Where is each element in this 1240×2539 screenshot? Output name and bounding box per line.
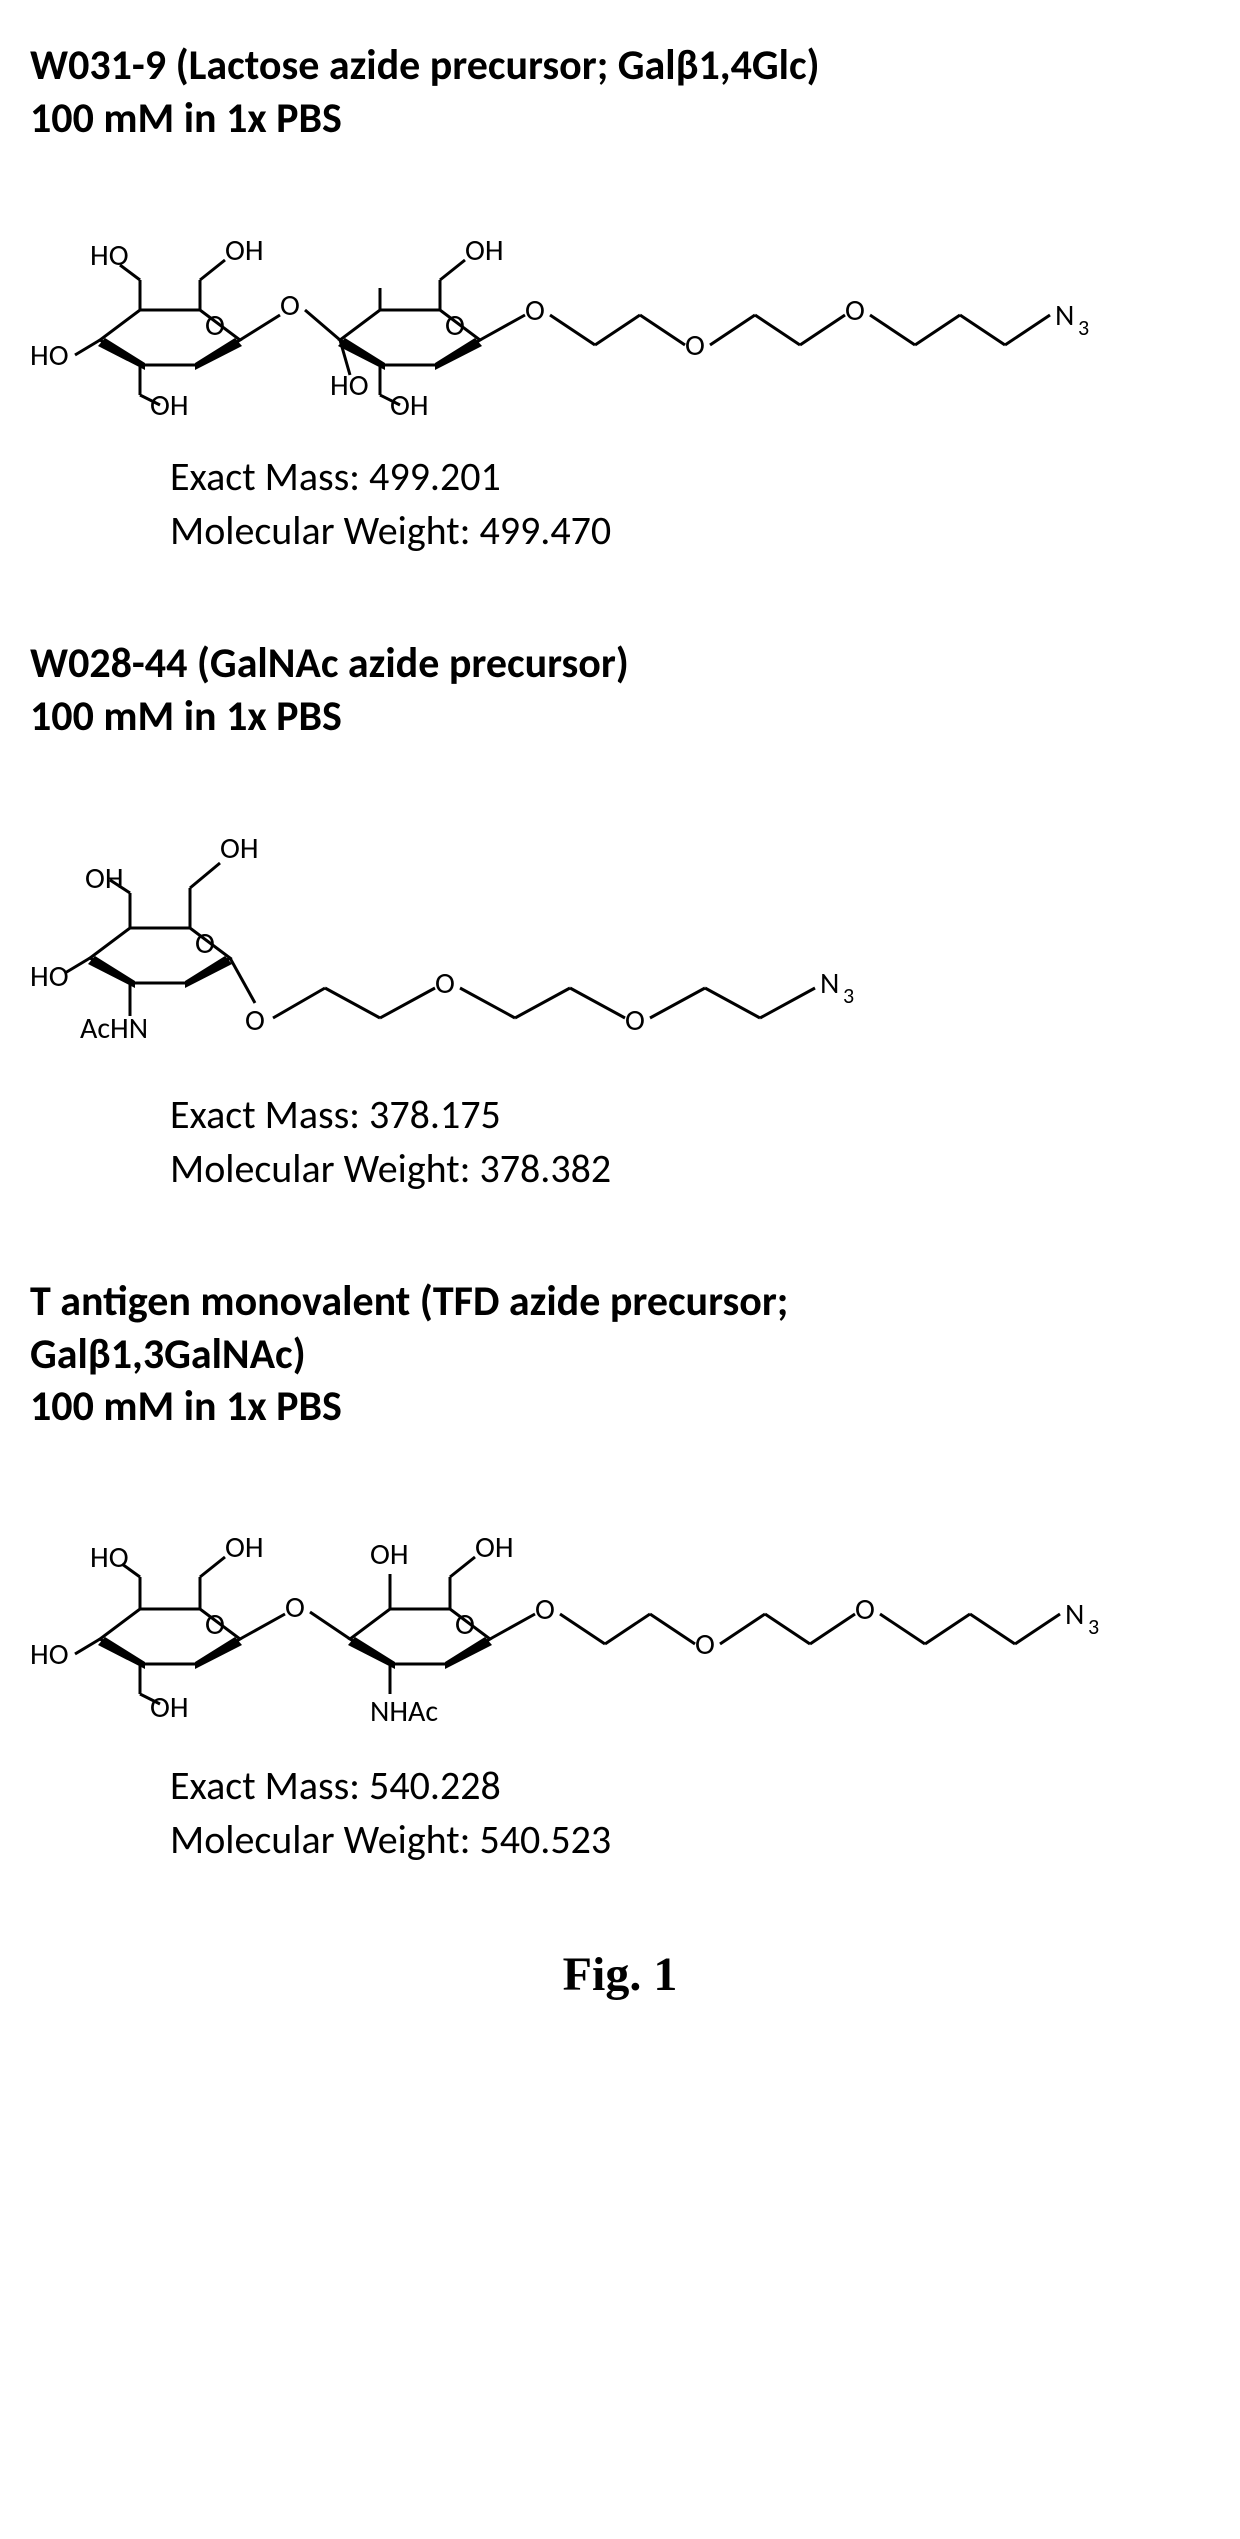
svg-text:O: O — [285, 1589, 305, 1626]
svg-text:N: N — [1055, 297, 1074, 334]
svg-text:O: O — [205, 1606, 225, 1643]
svg-text:O: O — [435, 965, 455, 1002]
svg-text:O: O — [280, 287, 300, 324]
structure-svg: OH OH O HO AcHN O O O — [30, 768, 980, 1068]
mass-info: Exact Mass: 540.228 Molecular Weight: 54… — [170, 1759, 1210, 1867]
svg-text:OH: OH — [85, 860, 124, 897]
svg-text:HO: HO — [30, 1636, 69, 1673]
svg-text:O: O — [855, 1591, 875, 1628]
chemical-structure: HO OH O HO OH O — [30, 170, 1210, 430]
svg-text:3: 3 — [843, 982, 854, 1009]
svg-text:O: O — [195, 925, 215, 962]
svg-text:HO: HO — [30, 958, 69, 995]
chemical-structure: OH OH O HO AcHN O O O — [30, 768, 1210, 1068]
title-line: T antigen monovalent (TFD azide precurso… — [30, 1276, 788, 1327]
svg-text:NHAc: NHAc — [370, 1693, 438, 1730]
svg-text:OH: OH — [475, 1529, 514, 1566]
svg-text:OH: OH — [225, 232, 264, 269]
svg-text:O: O — [535, 1591, 555, 1628]
svg-text:OH: OH — [220, 830, 259, 867]
structure-svg: HO OH O HO OH O — [30, 170, 1180, 430]
title-line: W031-9 (Lactose azide precursor; Galβ1,4… — [30, 40, 820, 91]
mass-info: Exact Mass: 499.201 Molecular Weight: 49… — [170, 450, 1210, 558]
compound-block: W031-9 (Lactose azide precursor; Galβ1,4… — [30, 40, 1210, 558]
svg-text:O: O — [455, 1606, 475, 1643]
exact-mass: Exact Mass: 378.175 — [170, 1088, 1210, 1142]
svg-text:HO: HO — [90, 1539, 129, 1576]
svg-text:O: O — [685, 327, 705, 364]
figure-label: Fig. 1 — [30, 1947, 1210, 2002]
svg-text:O: O — [245, 1002, 265, 1039]
mol-weight: Molecular Weight: 499.470 — [170, 504, 1210, 558]
svg-text:OH: OH — [150, 387, 189, 424]
title-line: W028-44 (GalNAc azide precursor) — [30, 638, 629, 689]
svg-text:OH: OH — [390, 387, 429, 424]
mol-weight: Molecular Weight: 378.382 — [170, 1142, 1210, 1196]
svg-text:3: 3 — [1078, 314, 1089, 341]
title-line: 100 mM in 1x PBS — [30, 1381, 342, 1432]
svg-text:3: 3 — [1088, 1613, 1099, 1640]
svg-text:HO: HO — [30, 337, 69, 374]
svg-text:N: N — [1065, 1596, 1084, 1633]
title-line: 100 mM in 1x PBS — [30, 93, 342, 144]
compound-title: W028-44 (GalNAc azide precursor) 100 mM … — [30, 638, 1210, 743]
compound-title: T antigen monovalent (TFD azide precurso… — [30, 1276, 1210, 1434]
svg-text:O: O — [525, 292, 545, 329]
svg-text:O: O — [845, 292, 865, 329]
svg-text:O: O — [695, 1626, 715, 1663]
compound-title: W031-9 (Lactose azide precursor; Galβ1,4… — [30, 40, 1210, 145]
svg-text:OH: OH — [370, 1536, 409, 1573]
title-line: 100 mM in 1x PBS — [30, 691, 342, 742]
mass-info: Exact Mass: 378.175 Molecular Weight: 37… — [170, 1088, 1210, 1196]
svg-text:AcHN: AcHN — [80, 1010, 148, 1047]
exact-mass: Exact Mass: 499.201 — [170, 450, 1210, 504]
svg-text:OH: OH — [225, 1529, 264, 1566]
compound-block: T antigen monovalent (TFD azide precurso… — [30, 1276, 1210, 1867]
mol-weight: Molecular Weight: 540.523 — [170, 1813, 1210, 1867]
svg-text:O: O — [445, 307, 465, 344]
svg-text:O: O — [625, 1002, 645, 1039]
structure-svg: HO OH O HO OH O OH — [30, 1459, 1180, 1739]
title-line: Galβ1,3GalNAc) — [30, 1329, 306, 1380]
svg-text:OH: OH — [150, 1689, 189, 1726]
compound-block: W028-44 (GalNAc azide precursor) 100 mM … — [30, 638, 1210, 1196]
svg-text:OH: OH — [465, 232, 504, 269]
svg-text:O: O — [205, 307, 225, 344]
svg-text:N: N — [820, 965, 839, 1002]
chemical-structure: HO OH O HO OH O OH — [30, 1459, 1210, 1739]
exact-mass: Exact Mass: 540.228 — [170, 1759, 1210, 1813]
